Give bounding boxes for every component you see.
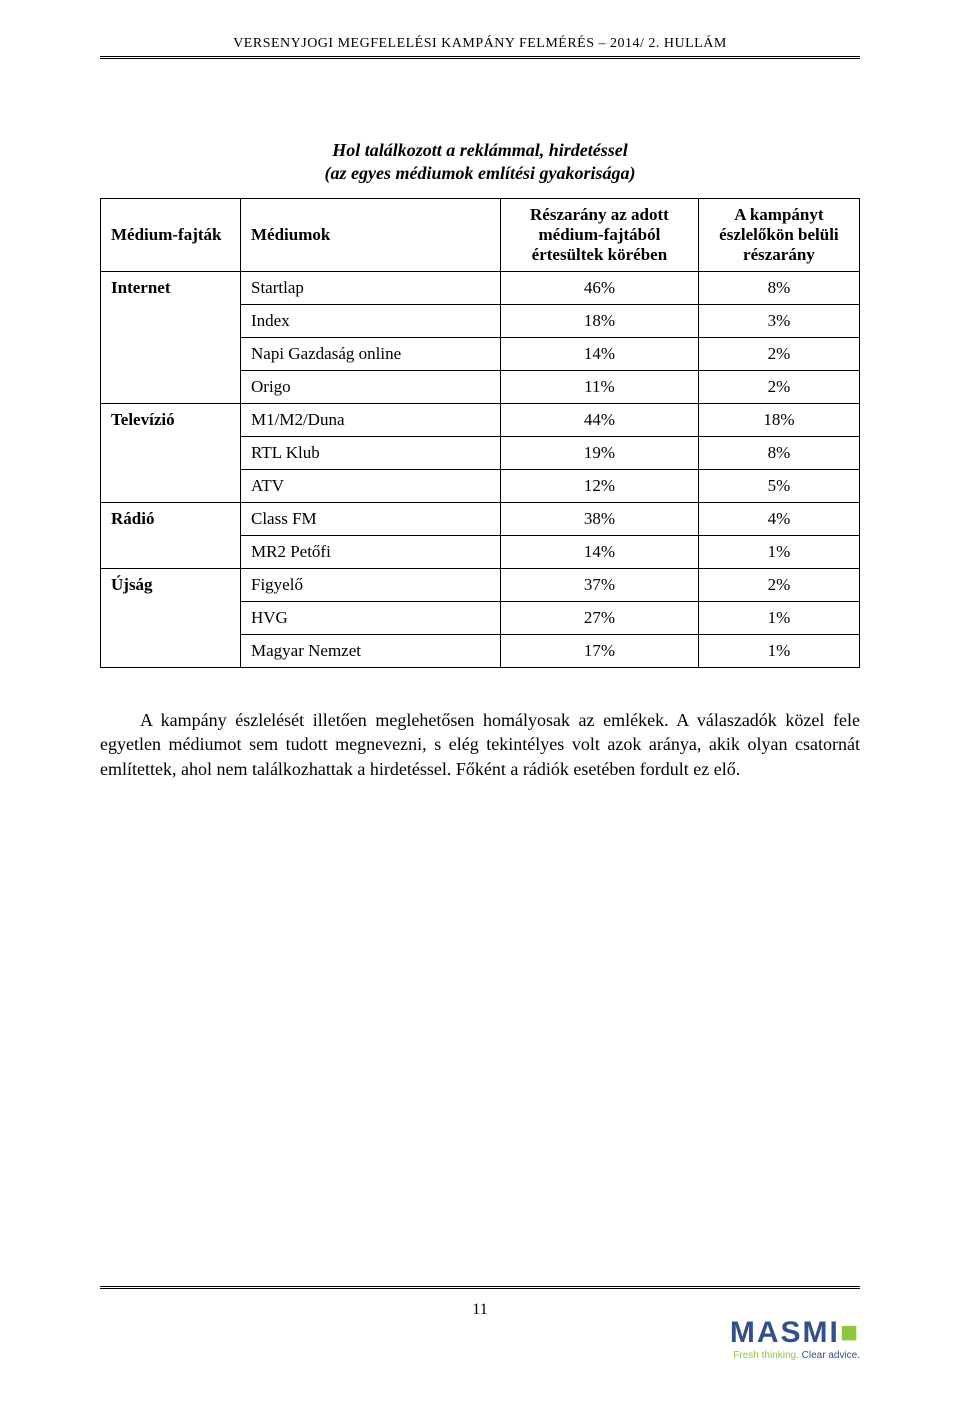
medium-cell: HVG	[241, 602, 501, 635]
medium-cell: M1/M2/Duna	[241, 404, 501, 437]
pct-cell: 18%	[698, 404, 859, 437]
table-title: Hol találkozott a reklámmal, hirdetéssel	[100, 140, 860, 161]
category-cell: Újság	[101, 569, 241, 668]
pct-cell: 12%	[501, 470, 699, 503]
pct-cell: 37%	[501, 569, 699, 602]
pct-cell: 38%	[501, 503, 699, 536]
body-paragraph: A kampány észlelését illetően meglehetős…	[100, 708, 860, 781]
header-divider	[100, 56, 860, 59]
medium-cell: Napi Gazdaság online	[241, 338, 501, 371]
col-header-medium: Médiumok	[241, 199, 501, 272]
pct-cell: 17%	[501, 635, 699, 668]
pct-cell: 3%	[698, 305, 859, 338]
col-header-share: Részarány az adott médium-fajtából értes…	[501, 199, 699, 272]
pct-cell: 46%	[501, 272, 699, 305]
pct-cell: 1%	[698, 635, 859, 668]
table-row: Újság Figyelő 37% 2%	[101, 569, 860, 602]
pct-cell: 8%	[698, 437, 859, 470]
pct-cell: 19%	[501, 437, 699, 470]
medium-cell: Startlap	[241, 272, 501, 305]
table-subtitle: (az egyes médiumok említési gyakorisága)	[100, 163, 860, 184]
pct-cell: 14%	[501, 338, 699, 371]
medium-cell: Class FM	[241, 503, 501, 536]
table-header-row: Médium-fajták Médiumok Részarány az adot…	[101, 199, 860, 272]
pct-cell: 27%	[501, 602, 699, 635]
document-header: VERSENYJOGI MEGFELELÉSI KAMPÁNY FELMÉRÉS…	[100, 36, 860, 52]
logo: MASMI■ Fresh thinking. Clear advice.	[730, 1316, 860, 1361]
pct-cell: 18%	[501, 305, 699, 338]
main-content: Hol találkozott a reklámmal, hirdetéssel…	[100, 140, 860, 781]
medium-cell: RTL Klub	[241, 437, 501, 470]
media-table: Médium-fajták Médiumok Részarány az adot…	[100, 198, 860, 668]
pct-cell: 1%	[698, 602, 859, 635]
medium-cell: MR2 Petőfi	[241, 536, 501, 569]
table-row: Internet Startlap 46% 8%	[101, 272, 860, 305]
pct-cell: 44%	[501, 404, 699, 437]
pct-cell: 4%	[698, 503, 859, 536]
pct-cell: 2%	[698, 569, 859, 602]
medium-cell: ATV	[241, 470, 501, 503]
logo-name: MASMI■	[730, 1316, 860, 1350]
pct-cell: 2%	[698, 371, 859, 404]
logo-tagline: Fresh thinking. Clear advice.	[730, 1350, 860, 1361]
table-row: Rádió Class FM 38% 4%	[101, 503, 860, 536]
category-cell: Internet	[101, 272, 241, 404]
medium-cell: Magyar Nemzet	[241, 635, 501, 668]
medium-cell: Origo	[241, 371, 501, 404]
category-cell: Televízió	[101, 404, 241, 503]
category-cell: Rádió	[101, 503, 241, 569]
pct-cell: 1%	[698, 536, 859, 569]
col-header-overall: A kampányt észlelőkön belüli részarány	[698, 199, 859, 272]
col-header-type: Médium-fajták	[101, 199, 241, 272]
medium-cell: Figyelő	[241, 569, 501, 602]
pct-cell: 14%	[501, 536, 699, 569]
pct-cell: 8%	[698, 272, 859, 305]
pct-cell: 11%	[501, 371, 699, 404]
pct-cell: 2%	[698, 338, 859, 371]
medium-cell: Index	[241, 305, 501, 338]
table-row: Televízió M1/M2/Duna 44% 18%	[101, 404, 860, 437]
footer-divider	[100, 1286, 860, 1289]
logo-dot-icon: ■	[840, 1316, 860, 1349]
logo-text: MASMI	[730, 1316, 840, 1349]
logo-tag-blue: Clear advice.	[802, 1350, 860, 1361]
pct-cell: 5%	[698, 470, 859, 503]
logo-tag-green: Fresh thinking.	[733, 1350, 799, 1361]
